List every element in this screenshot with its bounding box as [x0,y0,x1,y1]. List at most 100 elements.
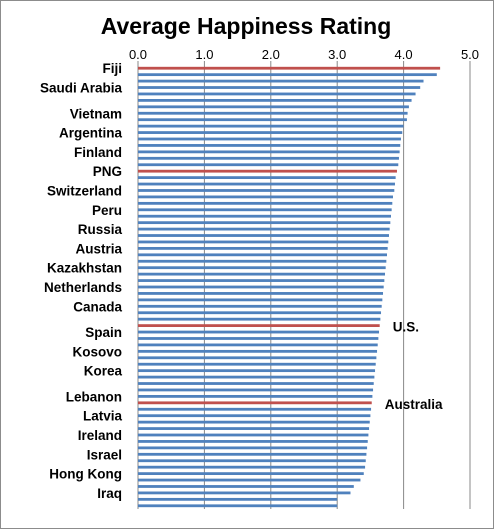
gridlines [137,61,471,509]
category-label: PNG [93,164,122,179]
bar [138,497,338,501]
bar [138,472,364,476]
bar [138,163,399,167]
bar [138,86,421,89]
annotation-label: Australia [385,397,443,412]
bar [138,343,378,347]
annotation-label: U.S. [393,320,419,335]
x-tick-label: 3.0 [328,47,346,62]
bar [138,478,361,482]
bar [138,214,391,218]
bar [138,79,424,83]
bar [138,491,351,495]
category-label: Iraq [97,486,122,501]
x-tick-label: 0.0 [129,47,147,62]
bar [138,131,403,134]
bar [138,369,376,373]
bar [138,92,416,96]
bar [138,485,354,488]
bar [138,298,383,302]
chart-title: Average Happiness Rating [101,13,392,39]
x-tick-label: 1.0 [195,47,213,62]
bar [138,388,374,392]
category-label: Israel [87,447,122,462]
bar [138,144,401,147]
category-label: Switzerland [47,183,122,198]
bar [138,446,368,450]
bar [138,459,366,463]
bar [138,208,392,212]
bars [138,66,441,508]
bar [138,259,387,263]
category-label: Latvia [83,409,123,424]
x-tick-label: 4.0 [395,47,413,62]
bar [138,311,382,315]
x-axis-ticks: 0.0 1.0 2.0 3.0 4.0 5.0 [129,47,479,62]
bar [138,394,373,398]
bar [138,375,375,379]
bar [138,137,401,141]
category-labels: Fiji Saudi Arabia Vietnam Argentina Finland P… [40,61,123,501]
bar [138,433,369,437]
bar [138,356,377,360]
category-label: Spain [85,325,122,340]
bar [138,272,386,276]
category-label: Korea [84,364,123,379]
category-label: Kosovo [72,344,122,359]
bar [138,182,395,186]
bar [138,465,366,469]
bar [138,279,385,282]
bar [138,292,384,295]
bar [138,246,388,250]
category-label: Fiji [103,61,123,76]
bar [138,317,381,321]
category-label: Finland [74,145,122,160]
bar [138,240,389,244]
bar [138,382,374,385]
bar [138,362,376,366]
bar [138,440,368,443]
bar [138,156,399,160]
category-label: Canada [73,299,122,314]
category-label: Peru [92,203,122,218]
category-label: Ireland [78,428,122,443]
bar-highlighted [138,169,397,173]
bar [138,221,391,225]
annotations: U.S. Australia [385,320,443,412]
bar [138,73,437,77]
category-label: Vietnam [70,106,122,121]
category-label: Austria [75,241,122,256]
bar [138,337,379,340]
bar [138,195,393,199]
bar [138,407,372,411]
bar-highlighted [138,324,380,328]
bar [138,427,370,430]
bar [138,234,389,237]
bar [138,118,407,122]
bar [138,201,393,205]
bar [138,253,387,257]
x-tick-label: 2.0 [262,47,280,62]
bar-highlighted [138,66,441,70]
bar [138,124,404,128]
bar [138,105,409,109]
category-label: Russia [78,222,123,237]
x-tick-label: 5.0 [461,47,479,62]
category-label: Argentina [59,126,122,141]
bar [138,227,390,231]
bar [138,414,371,418]
bar [138,150,400,154]
bar [138,98,412,102]
bar [138,189,395,192]
bar [138,452,367,456]
category-label: Lebanon [66,389,122,404]
bar [138,420,370,424]
category-label: Saudi Arabia [40,81,123,96]
bar-highlighted [138,401,372,405]
bar [138,266,386,270]
bar [138,111,408,115]
bar [138,304,382,308]
bar [138,176,396,180]
